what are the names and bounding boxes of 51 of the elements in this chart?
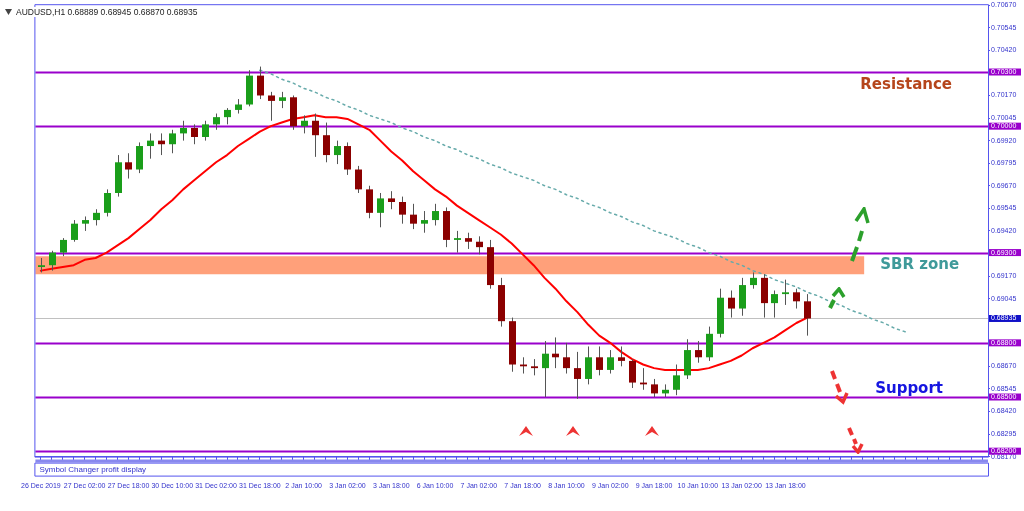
text: Symbol Changer profit display (39, 464, 147, 474)
candlestick (454, 230, 461, 254)
candlestick (60, 237, 67, 257)
candlestick (563, 342, 570, 375)
candlestick (542, 340, 549, 398)
candlestick (355, 165, 362, 194)
candlestick (410, 203, 417, 230)
candlestick (71, 219, 78, 243)
candlestick (180, 120, 187, 142)
candlestick (782, 279, 789, 306)
annotation: Resistance (860, 75, 952, 94)
candlestick (388, 190, 395, 210)
candlestick (585, 345, 592, 385)
candlestick (312, 113, 319, 158)
candlestick (334, 140, 341, 165)
candlestick (651, 378, 658, 398)
candlestick (301, 114, 308, 134)
candlestick (125, 152, 132, 180)
annotation: Support (875, 378, 943, 397)
candlestick (574, 351, 581, 400)
candlestick (432, 203, 439, 226)
candlestick (793, 288, 800, 310)
candlestick (257, 66, 264, 100)
candlestick (136, 141, 143, 174)
band-label: SBR zone (880, 255, 960, 274)
candlestick (629, 358, 636, 389)
candlestick (49, 250, 56, 272)
candlestick (202, 120, 209, 142)
candlestick (169, 129, 176, 154)
candlestick (399, 196, 406, 225)
candlestick (323, 122, 330, 163)
candlestick (421, 210, 428, 234)
candlestick (147, 132, 154, 160)
candlestick (104, 188, 111, 217)
candlestick (728, 289, 735, 319)
candlestick (191, 123, 198, 145)
candlestick (804, 293, 811, 337)
candlestick (596, 345, 603, 376)
candlestick (476, 235, 483, 255)
candlestick (607, 349, 614, 375)
candlestick (344, 141, 351, 176)
candlestick (618, 345, 625, 367)
candlestick (268, 91, 275, 122)
candlestick (695, 340, 702, 364)
chart-title: AUDUSD,H1 0.68889 0.68945 0.68870 0.68935 (14, 7, 200, 17)
candlestick (673, 364, 680, 396)
candlestick (377, 192, 384, 228)
candlestick (771, 289, 778, 319)
candlestick (739, 277, 746, 317)
candlestick (366, 185, 373, 219)
candlestick (706, 326, 713, 362)
